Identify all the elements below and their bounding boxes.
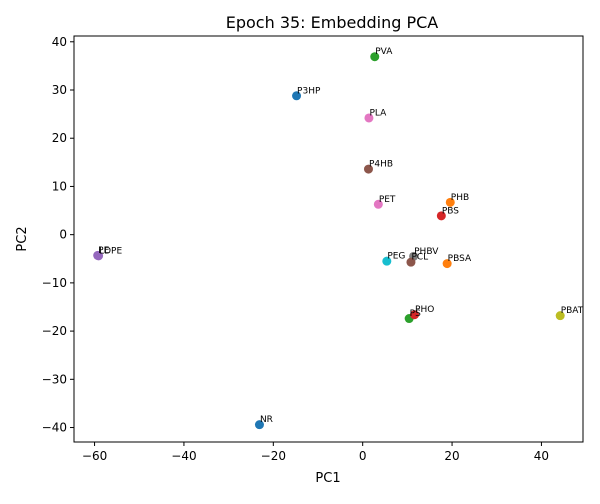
point-label-pe: PE: [98, 246, 109, 256]
point-label-phb: PHB: [451, 193, 469, 203]
x-tick-label: −60: [82, 449, 107, 463]
x-tick-label: −20: [261, 449, 286, 463]
data-point-pbsa: [442, 259, 452, 269]
y-axis-ticks: −40 −30 −20 −10 0 10 20 30 40: [42, 35, 74, 435]
data-point-pva: [370, 52, 380, 62]
y-tick-label: −30: [42, 372, 67, 386]
data-point-phb: [445, 197, 455, 207]
point-label-peg: PEG: [387, 252, 405, 262]
point-label-pva: PVA: [375, 47, 393, 57]
x-tick-label: 40: [534, 449, 549, 463]
points-layer: [93, 52, 565, 430]
x-axis-label: PC1: [315, 471, 340, 486]
y-tick-label: −20: [42, 324, 67, 338]
point-label-p4hb: P4HB: [369, 160, 393, 170]
data-point-nr: [254, 420, 264, 430]
data-point-pet: [373, 199, 383, 209]
data-point-p4hb: [363, 164, 373, 174]
plot-frame: [73, 35, 584, 443]
x-axis-ticks: −60 −40 −20 0 20 40: [82, 442, 549, 463]
point-labels-layer: P3HP PHB PVA PBS PE P4HB PLA PHBV PBAT PEG NR PBSA P…: [98, 47, 584, 425]
data-point-pcl: [406, 257, 416, 267]
point-label-pho: PHO: [415, 305, 434, 315]
x-tick-label: 20: [444, 449, 459, 463]
point-label-pbsa: PBSA: [448, 254, 472, 264]
y-tick-label: 10: [52, 179, 67, 193]
x-tick-label: 0: [359, 449, 367, 463]
x-tick-label: −40: [171, 449, 196, 463]
point-label-p3hp: P3HP: [297, 86, 321, 96]
y-tick-label: 0: [59, 228, 67, 242]
chart-title: Epoch 35: Embedding PCA: [226, 13, 439, 32]
data-point-pho: [410, 310, 420, 320]
y-axis-label: PC2: [15, 226, 30, 251]
point-label-pbs: PBS: [442, 206, 459, 216]
data-point-ldpe: [94, 251, 104, 261]
data-point-pbs: [436, 211, 446, 221]
point-label-ps: PS: [410, 309, 421, 319]
y-tick-label: 40: [52, 35, 67, 49]
point-label-pbat: PBAT: [561, 306, 584, 316]
point-label-nr: NR: [260, 415, 273, 425]
point-label-phbv: PHBV: [414, 247, 439, 257]
data-point-peg: [382, 256, 392, 266]
y-tick-label: 30: [52, 83, 67, 97]
data-point-pbat: [555, 311, 565, 321]
point-label-pet: PET: [379, 195, 396, 205]
data-point-pla: [364, 113, 374, 123]
point-label-ldpe: LDPE: [99, 246, 122, 256]
point-label-pcl: PCL: [411, 253, 428, 263]
point-label-pla: PLA: [369, 108, 387, 118]
data-point-p3hp: [292, 91, 302, 101]
y-tick-label: −40: [42, 421, 67, 435]
y-tick-label: −10: [42, 276, 67, 290]
y-tick-label: 20: [52, 131, 67, 145]
